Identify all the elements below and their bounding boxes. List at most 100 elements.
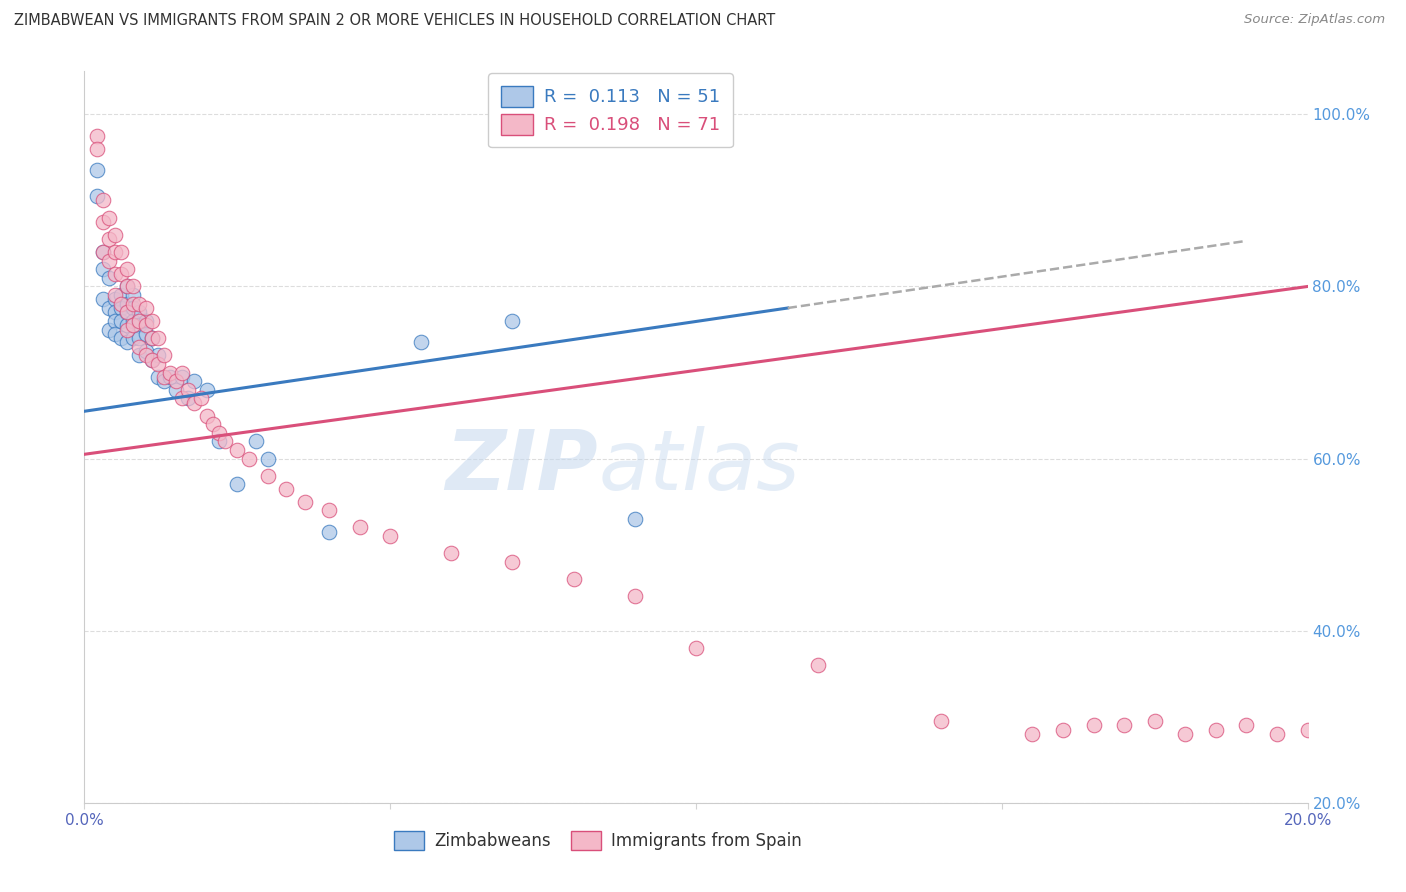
Point [91,293,114,307]
Point [135,318,157,333]
Point [104,305,127,319]
Point [1236,718,1258,732]
Point [1296,723,1319,737]
Point [97,271,120,285]
Point [104,288,127,302]
Point [685,640,707,655]
Point [146,369,169,384]
Point [115,262,138,277]
Point [1021,727,1043,741]
Point [97,301,120,315]
Point [104,314,127,328]
Point [122,288,145,302]
Point [201,417,224,432]
Point [115,305,138,319]
Point [115,318,138,333]
Point [172,392,194,406]
Point [146,331,169,345]
Point [110,267,132,281]
Point [86,142,108,156]
Point [1174,727,1197,741]
Text: ZIMBABWEAN VS IMMIGRANTS FROM SPAIN 2 OR MORE VEHICLES IN HOUSEHOLD CORRELATION : ZIMBABWEAN VS IMMIGRANTS FROM SPAIN 2 OR… [14,13,775,29]
Point [624,589,647,603]
Point [122,296,145,310]
Point [104,267,127,281]
Point [115,335,138,350]
Point [318,524,340,539]
Point [226,442,249,457]
Point [146,357,169,371]
Point [146,348,169,362]
Text: ZIP: ZIP [446,425,598,507]
Point [318,503,340,517]
Point [110,314,132,328]
Point [91,245,114,260]
Point [183,374,205,388]
Point [91,215,114,229]
Point [128,314,150,328]
Point [122,331,145,345]
Point [115,322,138,336]
Point [86,128,108,143]
Point [502,314,524,328]
Point [153,369,176,384]
Point [122,301,145,315]
Point [208,434,231,449]
Point [110,288,132,302]
Point [190,392,212,406]
Point [141,331,163,345]
Point [104,245,127,260]
Point [153,348,176,362]
Point [91,245,114,260]
Point [257,451,280,466]
Point [159,369,181,384]
Point [104,326,127,341]
Point [276,482,298,496]
Point [97,211,120,225]
Point [115,305,138,319]
Point [238,451,260,466]
Point [110,296,132,310]
Point [141,314,163,328]
Point [177,383,200,397]
Point [122,279,145,293]
Point [165,383,187,397]
Point [97,253,120,268]
Point [115,296,138,310]
Point [141,352,163,367]
Point [929,714,952,728]
Point [141,331,163,345]
Point [165,374,187,388]
Point [110,331,132,345]
Point [91,194,114,208]
Point [409,335,432,350]
Point [128,348,150,362]
Point [257,468,280,483]
Point [104,293,127,307]
Point [135,344,157,359]
Point [128,318,150,333]
Point [214,434,236,449]
Point [1052,723,1074,737]
Point [128,331,150,345]
Point [122,314,145,328]
Point [128,305,150,319]
Point [159,366,181,380]
Point [141,352,163,367]
Point [122,318,145,333]
Point [97,232,120,246]
Point [135,326,157,341]
Point [294,494,316,508]
Point [91,262,114,277]
Point [115,279,138,293]
Point [183,395,205,409]
Point [1083,718,1105,732]
Point [1205,723,1227,737]
Point [97,322,120,336]
Point [177,392,200,406]
Point [245,434,267,449]
Point [110,245,132,260]
Point [349,520,371,534]
Point [86,189,108,203]
Point [172,366,194,380]
